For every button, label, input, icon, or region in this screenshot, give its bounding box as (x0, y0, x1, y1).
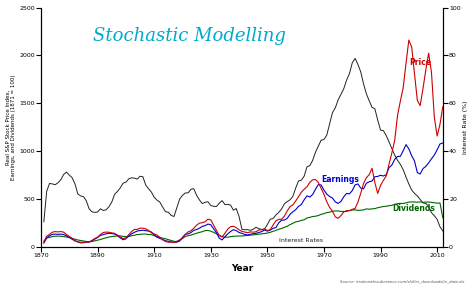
Text: Earnings: Earnings (321, 175, 359, 184)
Text: Dividends: Dividends (392, 204, 435, 212)
Text: Price: Price (409, 58, 431, 67)
Y-axis label: Interest Rate (%): Interest Rate (%) (464, 101, 468, 154)
Text: Interest Rates: Interest Rates (279, 238, 323, 243)
Text: Source: irrationalexuberance.com/shiller_downloads/ie_data.xls: Source: irrationalexuberance.com/shiller… (340, 279, 465, 284)
Text: Stochastic Modelling: Stochastic Modelling (93, 27, 286, 45)
Y-axis label: Real S&P Stock Price Index,
Earnings, and Dividends (1871 = 100): Real S&P Stock Price Index, Earnings, an… (6, 74, 17, 180)
X-axis label: Year: Year (231, 264, 253, 273)
